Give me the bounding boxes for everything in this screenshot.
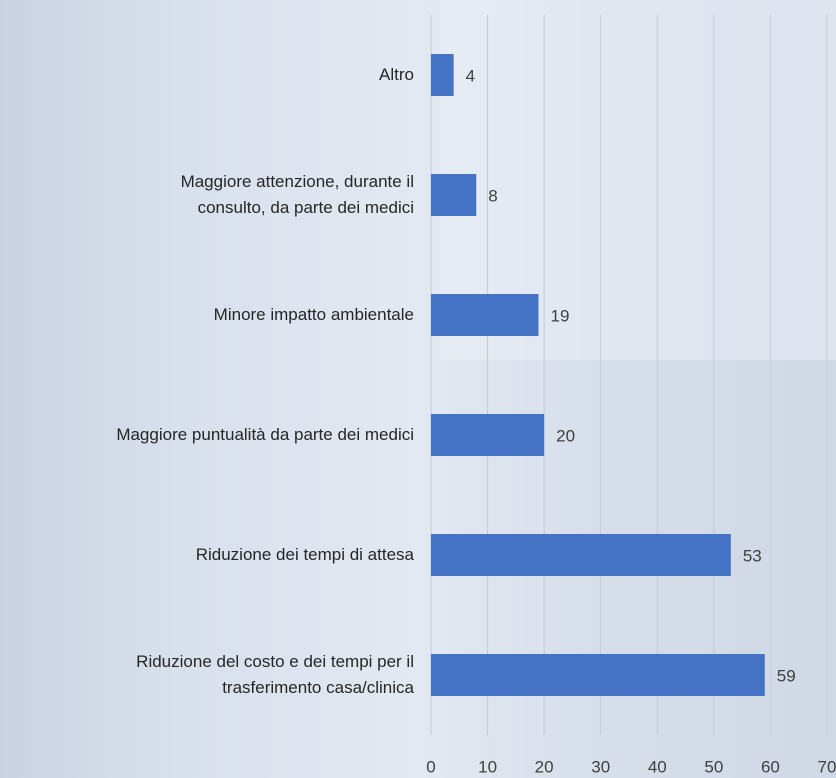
x-tick-label: 20	[535, 757, 554, 776]
x-tick-label: 40	[648, 757, 667, 776]
x-tick-label: 50	[704, 757, 723, 776]
category-label: Maggiore attenzione, durante il consulto…	[180, 172, 414, 217]
bar	[431, 654, 765, 696]
value-label: 20	[556, 426, 575, 445]
bar	[431, 54, 454, 96]
value-label: 4	[466, 66, 475, 85]
bar	[431, 414, 545, 456]
category-label: Riduzione dei tempi di attesa	[195, 545, 414, 564]
value-label: 53	[743, 546, 762, 565]
value-label: 8	[488, 186, 497, 205]
category-label: Maggiore puntualità da parte dei medici	[116, 425, 414, 444]
bar	[431, 534, 731, 576]
value-label: 19	[550, 306, 569, 325]
x-tick-label: 30	[591, 757, 610, 776]
bar	[431, 174, 477, 216]
x-tick-label: 10	[478, 757, 497, 776]
bar	[431, 294, 539, 336]
value-label: 59	[777, 666, 796, 685]
x-tick-label: 70	[818, 757, 836, 776]
x-tick-label: 60	[761, 757, 780, 776]
x-tick-label: 0	[426, 757, 435, 776]
category-label: Riduzione del costo e dei tempi per il t…	[136, 652, 414, 697]
category-label: Altro	[379, 65, 414, 84]
category-label: Minore impatto ambientale	[213, 305, 414, 324]
